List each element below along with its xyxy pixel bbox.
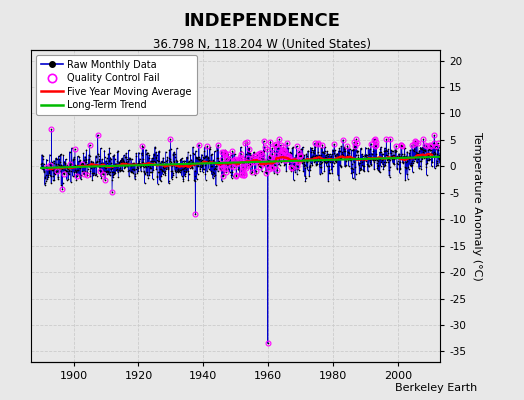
Legend: Raw Monthly Data, Quality Control Fail, Five Year Moving Average, Long-Term Tren: Raw Monthly Data, Quality Control Fail, …	[36, 55, 197, 115]
Text: INDEPENDENCE: INDEPENDENCE	[183, 12, 341, 30]
Y-axis label: Temperature Anomaly (°C): Temperature Anomaly (°C)	[472, 132, 482, 280]
Text: 36.798 N, 118.204 W (United States): 36.798 N, 118.204 W (United States)	[153, 38, 371, 51]
Text: Berkeley Earth: Berkeley Earth	[395, 383, 477, 393]
